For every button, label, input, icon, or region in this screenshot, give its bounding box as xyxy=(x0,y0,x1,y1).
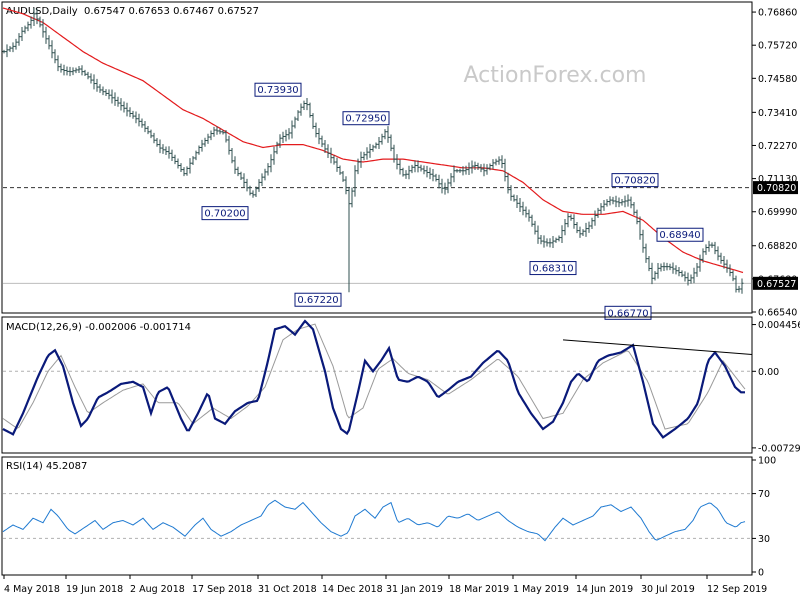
price-tag-label: 0.70820 xyxy=(757,183,796,194)
y-tick-label: 0.76860 xyxy=(758,8,797,19)
x-tick-label: 1 May 2019 xyxy=(513,584,569,595)
price-annotation-box xyxy=(604,305,652,320)
macd-trendline xyxy=(562,339,753,356)
x-tick-label: 19 Jun 2018 xyxy=(66,584,123,595)
price-annotation-box xyxy=(529,261,577,276)
ohlc-label: 0.67547 0.67653 0.67467 0.67527 xyxy=(84,6,259,17)
price-annotation-label: 0.70200 xyxy=(204,209,245,220)
y-tick-label: 0.73410 xyxy=(758,108,797,119)
y-tick-label: 30 xyxy=(758,534,770,545)
x-axis: 4 May 2018 19 Jun 2018 2 Aug 2018 17 Sep 20… xyxy=(3,575,767,595)
price-annotation-label: 0.72950 xyxy=(345,114,386,125)
rsi-title: RSI(14) 45.2087 xyxy=(6,461,87,472)
x-tick-label: 14 Jun 2019 xyxy=(576,584,633,595)
rsi-panel: 100 70 30 0 RSI(14) 45.2087 xyxy=(1,456,776,579)
y-tick-label: 0.69990 xyxy=(758,207,797,218)
y-tick-label: 0.74580 xyxy=(758,74,797,85)
price-candles xyxy=(2,8,744,294)
y-tick-label: 0.75720 xyxy=(758,41,797,52)
x-tick-label: 31 Oct 2018 xyxy=(258,584,317,595)
price-tag xyxy=(753,276,798,290)
price-annotation-label: 0.68940 xyxy=(659,230,700,241)
resistance-line xyxy=(3,187,751,284)
x-tick-label: 31 Jan 2019 xyxy=(386,584,443,595)
price-annotations: 0.73930 0.72950 0.70820 0.70200 0.68310 0.689… xyxy=(201,82,704,320)
x-tick-label: 12 Sep 2019 xyxy=(707,584,767,595)
macd-signal-line xyxy=(2,323,746,430)
rsi-line xyxy=(2,499,746,542)
price-annotation-box xyxy=(294,292,342,307)
y-tick-label: 70 xyxy=(758,489,770,500)
moving-average-line xyxy=(2,7,744,274)
macd-title: MACD(12,26,9) -0.002006 -0.001714 xyxy=(6,322,191,333)
watermark: ActionForex.com xyxy=(464,63,647,88)
price-tags: 0.70820 0.67527 xyxy=(753,181,798,290)
x-tick-label: 30 Jul 2019 xyxy=(641,584,695,595)
macd-panel: 0.004456 0.00 -0.007298 MACD(12,26,9) -0.0… xyxy=(1,316,800,454)
x-tick-label: 14 Dec 2018 xyxy=(322,584,383,595)
y-tick-label: -0.007298 xyxy=(758,443,800,454)
rsi-y-axis: 100 70 30 0 xyxy=(3,456,776,579)
y-tick-label: 0.004456 xyxy=(758,320,800,331)
macd-lines xyxy=(2,319,753,439)
rsi-line xyxy=(2,499,746,542)
y-tick-label: 0.66540 xyxy=(758,308,797,319)
x-tick-label: 17 Sep 2018 xyxy=(192,584,252,595)
price-annotation-label: 0.68310 xyxy=(532,264,573,275)
price-annotation-label: 0.67220 xyxy=(297,295,338,306)
price-annotation-label: 0.70820 xyxy=(614,176,655,187)
symbol-label: AUDUSD,Daily xyxy=(6,6,78,17)
ma-line xyxy=(2,7,744,274)
y-tick-label: 0.72270 xyxy=(758,141,797,152)
price-annotation-box xyxy=(254,82,302,97)
x-tick-label: 2 Aug 2018 xyxy=(130,584,185,595)
price-tag-label: 0.67527 xyxy=(757,279,796,290)
x-tick-label: 18 Mar 2019 xyxy=(449,584,509,595)
price-annotation-label: 0.73930 xyxy=(257,85,298,96)
price-annotation-box xyxy=(342,111,390,126)
price-annotation-box xyxy=(201,206,249,221)
y-tick-label: 0.71130 xyxy=(758,174,797,185)
price-annotation-box xyxy=(611,173,659,188)
y-tick-label: 0.00 xyxy=(758,367,779,378)
x-tick-label: 4 May 2018 xyxy=(4,584,60,595)
price-tag xyxy=(753,181,798,195)
macd-main-line xyxy=(2,319,745,439)
price-annotation-box xyxy=(656,227,704,242)
y-tick-label: 0 xyxy=(758,568,764,579)
price-annotation-label: 0.66770 xyxy=(607,308,648,319)
y-tick-label: 100 xyxy=(758,456,776,467)
price-panel: ActionForex.com AUDUSD,Daily 0.67547 0.6… xyxy=(1,1,798,320)
y-tick-label: 0.68820 xyxy=(758,241,797,252)
